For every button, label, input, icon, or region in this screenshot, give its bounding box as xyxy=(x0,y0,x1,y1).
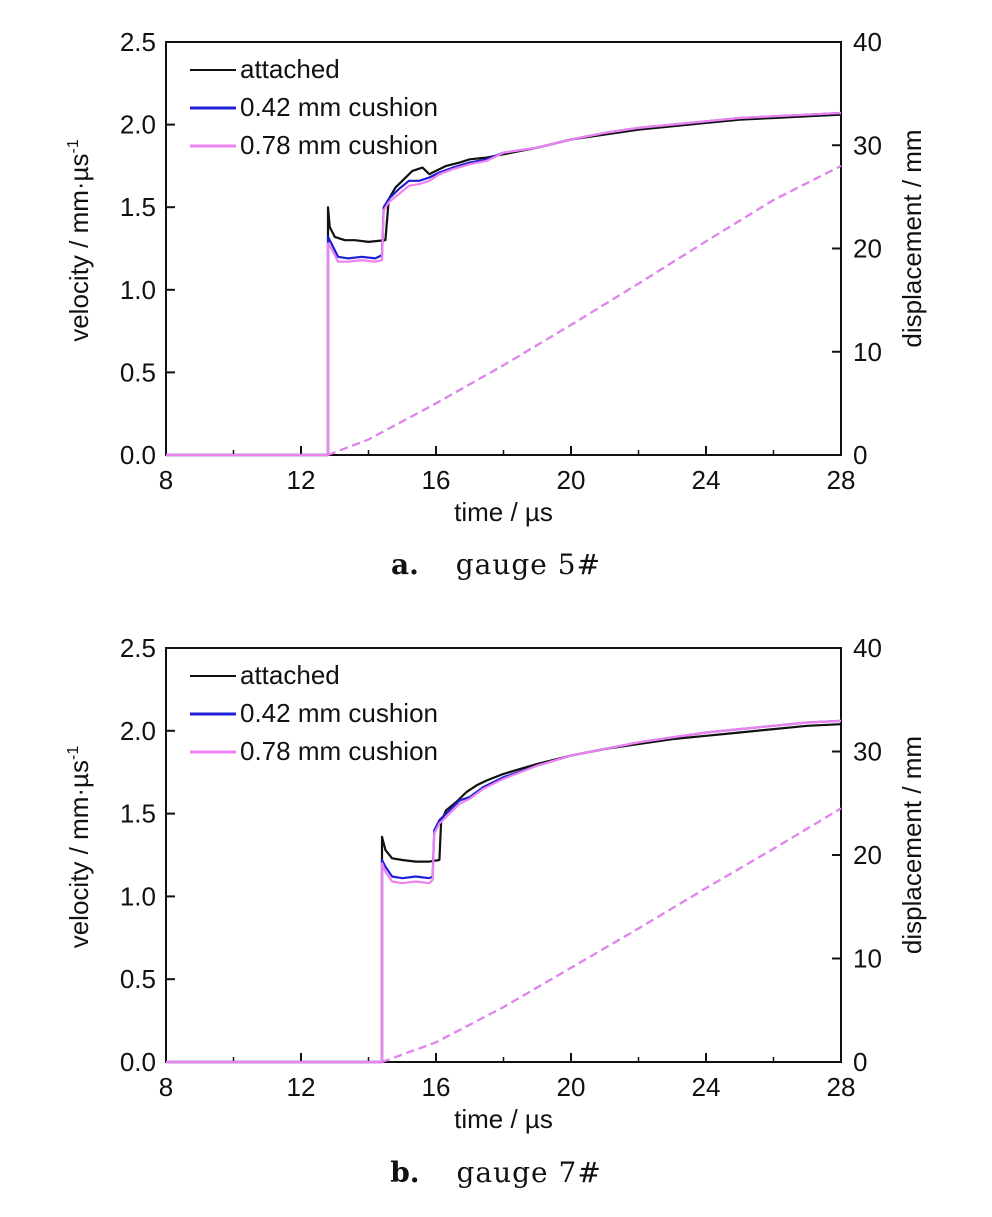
series-line-0-78-mm-cushion xyxy=(166,719,842,1064)
series-line-0-78-mm-cushion-displacement xyxy=(381,807,842,1063)
y2-axis-label: displacement / mm xyxy=(897,736,927,954)
y-tick-label: 0.0 xyxy=(120,440,156,470)
caption-letter: b. xyxy=(390,1156,420,1189)
y2-axis-label: displacement / mm xyxy=(897,129,927,347)
x-tick-label: 12 xyxy=(287,465,316,495)
caption-text: gauge 7# xyxy=(456,1156,602,1189)
caption-text: gauge 5# xyxy=(455,548,602,581)
x-tick-label: 20 xyxy=(557,1072,586,1102)
y-tick-label: 2.0 xyxy=(120,716,156,746)
chart-panel-a: 8 12 16 20 24 28 0.0 0.5 1.0 1.5 2.0 2.5 0 10 20 30 40 ti… xyxy=(0,0,992,600)
x-axis-label: time / µs xyxy=(454,1104,553,1134)
x-tick-label: 16 xyxy=(422,1072,451,1102)
legend-label: attached xyxy=(240,54,340,84)
y2-tick-label: 10 xyxy=(853,337,882,367)
x-tick-label: 24 xyxy=(692,1072,721,1102)
legend-label: 0.78 mm cushion xyxy=(240,130,438,160)
series-line-0-78-mm-cushion xyxy=(166,111,842,457)
chart-a: 8 12 16 20 24 28 0.0 0.5 1.0 1.5 2.0 2.5 0 10 20 30 40 ti… xyxy=(64,27,927,527)
x-tick-label: 12 xyxy=(287,1072,316,1102)
y-tick-label: 2.5 xyxy=(120,27,156,57)
legend-label: attached xyxy=(240,660,340,690)
y2-tick-label: 20 xyxy=(853,234,882,264)
y-tick-label: 1.0 xyxy=(120,275,156,305)
series-line-attached xyxy=(166,113,842,457)
series-line-0-42-mm-cushion xyxy=(166,111,842,457)
x-tick-label: 16 xyxy=(422,465,451,495)
y2-tick-label: 30 xyxy=(853,737,882,767)
y-tick-label: 0.5 xyxy=(120,357,156,387)
series-line-0-42-mm-cushion-displacement xyxy=(327,165,842,456)
y-axis-label: velocity / mm·µs-1 xyxy=(64,139,94,342)
x-axis-label: time / µs xyxy=(454,497,553,527)
y-tick-label: 0.0 xyxy=(120,1047,156,1077)
x-tick-label: 20 xyxy=(557,465,586,495)
series-line-0-42-mm-cushion-displacement xyxy=(381,807,842,1063)
y-axis-label: velocity / mm·µs-1 xyxy=(64,746,94,949)
y-tick-label: 2.5 xyxy=(120,633,156,663)
legend-label: 0.42 mm cushion xyxy=(240,92,438,122)
y-tick-label: 1.0 xyxy=(120,881,156,911)
x-tick-label: 24 xyxy=(692,465,721,495)
chart-panel-b: 8 12 16 20 24 28 0.0 0.5 1.0 1.5 2.0 2.5 0 10 20 30 40 ti… xyxy=(0,608,992,1217)
series-line-0-78-mm-cushion-displacement xyxy=(327,165,842,456)
caption-a: a. gauge 5# xyxy=(0,548,992,581)
legend-label: 0.78 mm cushion xyxy=(240,736,438,766)
y2-tick-label: 30 xyxy=(853,130,882,160)
y-tick-label: 1.5 xyxy=(120,799,156,829)
y2-tick-label: 40 xyxy=(853,27,882,57)
y2-tick-label: 40 xyxy=(853,633,882,663)
series-line-0-42-mm-cushion xyxy=(166,719,842,1064)
y-tick-label: 1.5 xyxy=(120,192,156,222)
y2-tick-label: 0 xyxy=(853,1047,867,1077)
y2-tick-label: 0 xyxy=(853,440,867,470)
x-tick-label: 28 xyxy=(827,1072,856,1102)
x-tick-label: 8 xyxy=(159,1072,173,1102)
x-tick-label: 28 xyxy=(827,465,856,495)
caption-b: b. gauge 7# xyxy=(0,1156,992,1189)
y2-tick-label: 10 xyxy=(853,944,882,974)
chart-b: 8 12 16 20 24 28 0.0 0.5 1.0 1.5 2.0 2.5 0 10 20 30 40 ti… xyxy=(64,633,927,1134)
caption-letter: a. xyxy=(390,548,419,581)
y-tick-label: 2.0 xyxy=(120,110,156,140)
x-tick-label: 8 xyxy=(159,465,173,495)
y2-tick-label: 20 xyxy=(853,840,882,870)
y-tick-label: 0.5 xyxy=(120,964,156,994)
legend-label: 0.42 mm cushion xyxy=(240,698,438,728)
series-line-attached xyxy=(166,723,842,1064)
